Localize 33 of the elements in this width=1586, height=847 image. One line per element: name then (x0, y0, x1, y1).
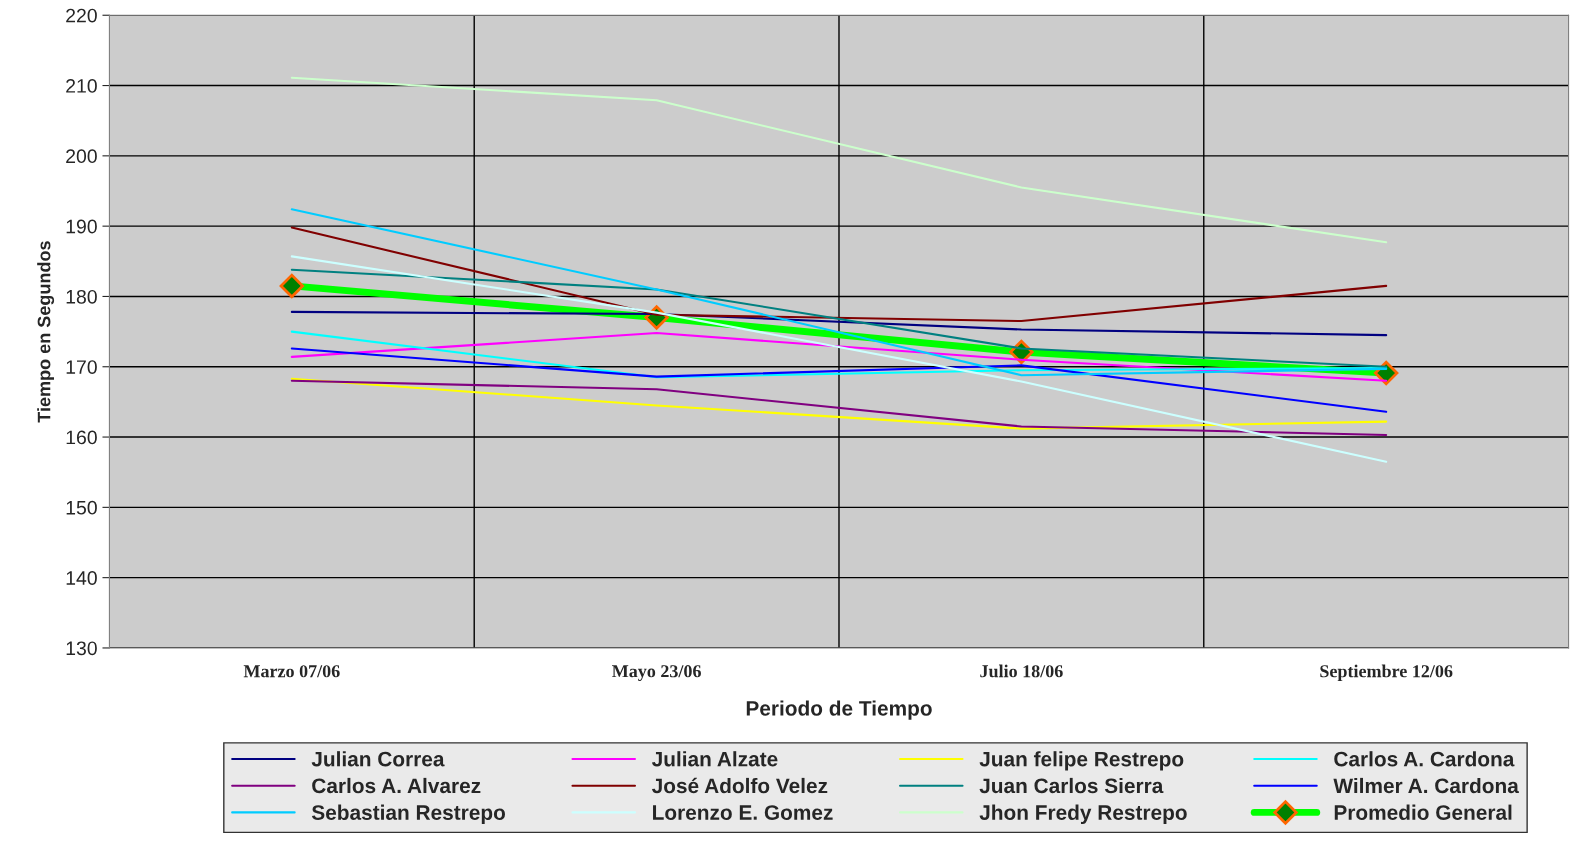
legend-label: Wilmer A. Cardona (1333, 777, 1519, 794)
line-series (290, 255, 1388, 463)
x-tick-label: Mayo 23/06 (612, 665, 701, 681)
y-tick-label: 210 (66, 79, 97, 93)
legend-label: Juan felipe Restrepo (979, 751, 1184, 771)
y-tick-label: 170 (66, 360, 97, 374)
legend-label: Juan Carlos Sierra (979, 777, 1164, 794)
line-series (290, 76, 1388, 244)
legend-label: Julian Correa (311, 751, 445, 767)
y-tick-label: 130 (66, 641, 97, 656)
legend-label: Julian Alzate (651, 751, 778, 767)
legend-label: Lorenzo E. Gomez (653, 805, 833, 820)
legend-label: Promedio General (1334, 804, 1512, 820)
x-tick-label: Julio 18/06 (980, 664, 1063, 678)
line-series (290, 226, 1388, 323)
y-tick-label: 190 (66, 219, 97, 234)
legend-label: Carlos A. Alvarez (312, 777, 481, 794)
line-series (290, 347, 1388, 413)
x-tick-label: Septiembre 12/06 (1320, 664, 1453, 681)
y-tick-label: 150 (66, 500, 97, 515)
line-series (290, 310, 1388, 337)
y-axis-title: Tiempo en Segundos (37, 241, 55, 423)
legend-label: Jhon Fredy Restrepo (979, 804, 1187, 825)
y-tick-label: 160 (66, 430, 97, 445)
x-axis-title: Periodo de Tiempo (746, 700, 932, 720)
legend-label: Carlos A. Cardona (1334, 751, 1515, 767)
y-tick-label: 220 (66, 8, 97, 23)
y-tick-label: 200 (66, 149, 97, 164)
legend-label: José Adolfo Velez (651, 777, 828, 794)
x-tick-label: Marzo 07/06 (243, 665, 340, 678)
y-tick-label: 180 (66, 289, 97, 304)
legend-label: Sebastian Restrepo (311, 804, 506, 825)
y-tick-label: 140 (66, 571, 97, 585)
